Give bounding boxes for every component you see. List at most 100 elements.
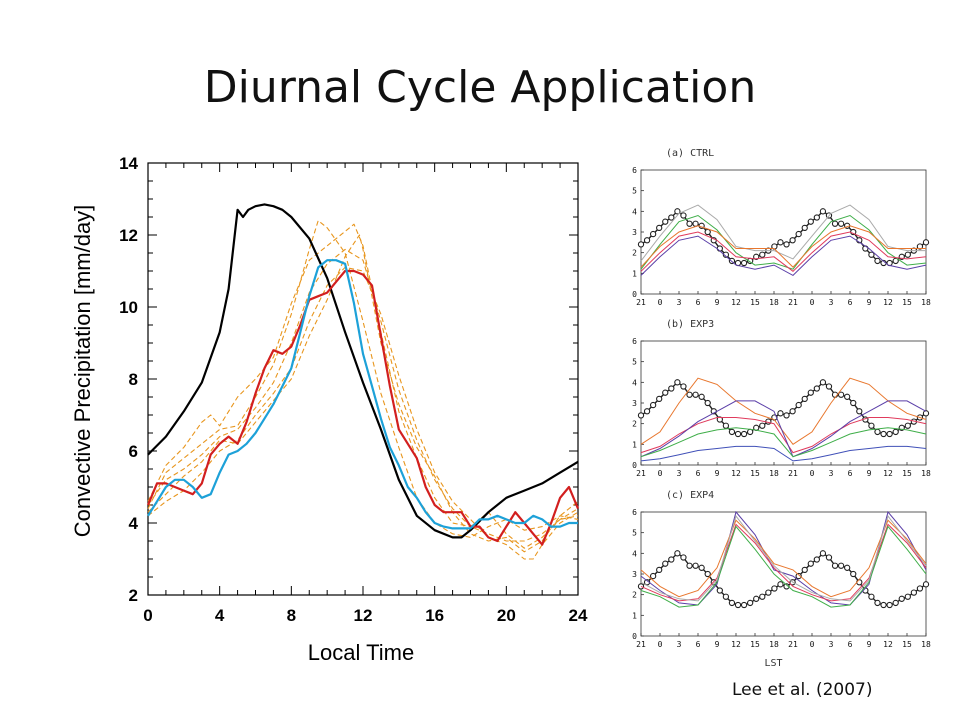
- panel-obs-point: [728, 428, 736, 436]
- panel-y-tick-label: 3: [632, 399, 637, 408]
- panel-y-tick-label: 4: [632, 549, 637, 558]
- series-line-4: [147, 223, 579, 549]
- panel-frame-a: [640, 169, 927, 295]
- panel-obs-point: [716, 416, 723, 423]
- panel-obs-point: [686, 562, 693, 569]
- panel-obs-point: [886, 430, 893, 438]
- panel-x-tick-label: 0: [810, 640, 815, 649]
- panel-x-tick-label: 9: [867, 298, 872, 307]
- panel-obs-point: [801, 224, 808, 232]
- panel-obs-point: [704, 228, 711, 236]
- panel-x-tick-label: 15: [902, 298, 912, 307]
- panel-obs-point: [807, 218, 814, 225]
- panel-obs-point: [850, 399, 857, 407]
- panel-obs-point: [668, 214, 675, 221]
- panel-x-tick-label: 3: [677, 469, 682, 478]
- panel-obs-point: [868, 593, 875, 600]
- panel-obs-point: [819, 379, 827, 386]
- y-tick-label: 2: [129, 586, 138, 605]
- panel-y-tick-label: 0: [632, 290, 637, 299]
- x-tick-label: 24: [569, 606, 588, 625]
- y-tick-label: 6: [129, 442, 138, 461]
- panel-x-tick-label: 9: [715, 469, 720, 478]
- panel-x-tick-label: 9: [715, 298, 720, 307]
- panel-obs-point: [668, 385, 675, 392]
- panel-obs-point: [874, 428, 881, 436]
- panel-series-line-1: [640, 377, 927, 445]
- slide-title: Diurnal Cycle Application: [203, 62, 757, 113]
- panel-x-tick-label: 18: [921, 298, 931, 307]
- panel-obs-point: [740, 430, 748, 438]
- panel-obs-point: [874, 599, 881, 607]
- panel-obs-point: [892, 599, 899, 607]
- panel-y-tick-label: 1: [632, 611, 637, 620]
- panel-obs-point: [922, 239, 930, 246]
- panel-obs-point: [698, 564, 705, 571]
- panel-y-tick-label: 5: [632, 529, 637, 538]
- panel-y-tick-label: 5: [632, 358, 637, 367]
- panel-x-tick-label: 12: [883, 298, 893, 307]
- panel-x-tick-label: 3: [677, 298, 682, 307]
- panel-y-tick-label: 1: [632, 440, 637, 449]
- panel-obs-point: [704, 399, 711, 407]
- panel-x-tick-label: 21: [788, 469, 798, 478]
- panel-obs-point: [850, 570, 857, 578]
- panel-obs-point: [680, 554, 687, 561]
- panel-obs-point: [728, 599, 736, 607]
- series-line-6: [147, 266, 579, 560]
- panel-obs-point: [801, 395, 808, 403]
- panel-obs-point: [819, 550, 827, 557]
- panel-x-tick-label: 15: [750, 640, 760, 649]
- panel-y-tick-label: 6: [632, 508, 637, 517]
- panel-obs-line: [640, 381, 927, 435]
- panel-y-tick-label: 2: [632, 420, 637, 429]
- series-line-3: [147, 220, 579, 538]
- panel-series-line-1: [640, 204, 926, 262]
- panel-series-line-2: [640, 214, 927, 270]
- panel-obs-point: [831, 220, 839, 227]
- panel-x-tick-label: 18: [769, 640, 779, 649]
- panel-series-line-4: [640, 427, 927, 458]
- panel-obs-point: [722, 251, 730, 258]
- panel-x-tick-label: 12: [731, 298, 741, 307]
- panel-x-tick-label: 0: [658, 469, 663, 478]
- panel-obs-point: [722, 422, 730, 429]
- panel-x-tick-label: 12: [883, 469, 893, 478]
- y-tick-label: 8: [129, 370, 138, 389]
- x-tick-label: 8: [287, 606, 296, 625]
- panel-obs-point: [643, 408, 651, 415]
- panel-obs-point: [649, 401, 657, 409]
- panel-obs-point: [668, 556, 675, 563]
- panel-x-tick-label: 6: [696, 298, 701, 307]
- panel-obs-point: [753, 595, 760, 602]
- panel-obs-point: [831, 562, 839, 569]
- series-line-2: [147, 259, 578, 530]
- panel-title-a: (a) CTRL: [666, 148, 714, 159]
- panel-obs-point: [662, 560, 669, 567]
- panel-series-line-5: [640, 515, 927, 602]
- panel-y-tick-label: 2: [632, 249, 637, 258]
- panel-series-line-4: [640, 525, 927, 608]
- panel-obs-point: [837, 562, 845, 569]
- panel-x-tick-label: 6: [848, 640, 853, 649]
- panel-obs-point: [716, 587, 723, 594]
- panel-x-tick-label: 6: [696, 640, 701, 649]
- panel-x-tick-label: 3: [677, 640, 682, 649]
- panel-y-tick-label: 0: [632, 632, 637, 641]
- panel-x-tick-label: 9: [867, 640, 872, 649]
- panel-obs-point: [680, 212, 687, 219]
- panel-obs-point: [868, 422, 875, 429]
- panel-obs-line: [640, 552, 927, 606]
- panel-title-b: (b) EXP3: [666, 319, 714, 330]
- panel-obs-point: [898, 595, 905, 602]
- panel-series-line-3: [640, 225, 926, 268]
- panel-obs-point: [813, 385, 821, 392]
- panel-obs-point: [880, 430, 887, 438]
- series-line-5: [147, 234, 579, 553]
- panel-obs-point: [753, 253, 760, 260]
- panel-series-line-4: [640, 231, 927, 272]
- panel-obs-point: [880, 601, 887, 609]
- panel-y-tick-label: 4: [632, 207, 637, 216]
- panel-obs-point: [904, 251, 911, 258]
